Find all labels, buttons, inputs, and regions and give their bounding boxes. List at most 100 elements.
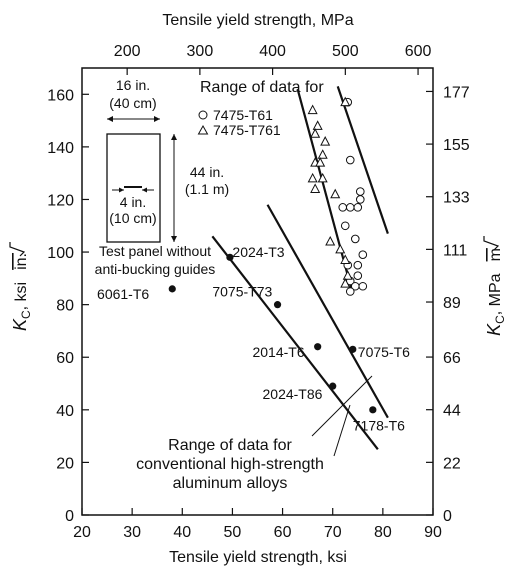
point-7475-t61 <box>358 281 368 291</box>
x2-tick-label: 600 <box>405 43 432 60</box>
point-label: 7178-T6 <box>353 418 405 434</box>
panel-height-metric-label: (1.1 m) <box>185 181 229 197</box>
y-axis-title-sub: C <box>19 310 33 319</box>
panel-width-arrow-left <box>107 116 113 122</box>
point-7475-t61 <box>355 187 365 196</box>
panel-caption-line2: anti-bucking guides <box>95 261 216 277</box>
point-7475-t61 <box>345 287 355 296</box>
y-tick-label: 160 <box>47 87 74 104</box>
panel-height-arrow-top <box>171 134 177 140</box>
point-7475-t61 <box>338 203 348 212</box>
y2-axis-title-unit: , MPa <box>487 273 504 315</box>
y2-tick-label: 22 <box>443 455 461 472</box>
point-7475-t61 <box>340 221 350 231</box>
y2-tick-label: 0 <box>443 508 452 525</box>
legend-marker-7475-t61 <box>198 110 208 120</box>
conventional-range-annotation: Range of data for conventional high-stre… <box>136 375 373 492</box>
point-7475-t61 <box>345 155 355 165</box>
point-label: 2024-T86 <box>263 386 323 402</box>
test-panel-inset: 16 in. (40 cm) 4 in. (10 cm) 44 in. (1.1… <box>95 77 229 277</box>
x-axis-title: Tensile yield strength, ksi <box>169 549 347 566</box>
y2-tick-label: 89 <box>443 295 461 312</box>
point-7475-t61 <box>353 271 363 281</box>
x-tick-label: 50 <box>224 524 242 541</box>
legend-title: Range of data for <box>200 79 324 96</box>
point-conventional-alloy <box>369 406 377 414</box>
y2-axis-title: KC, MPa m <box>483 236 507 336</box>
point-7475-t61 <box>355 195 365 204</box>
panel-height-label: 44 in. <box>190 164 224 180</box>
range-caption-line3: aluminum alloys <box>173 475 288 492</box>
y2-axis-title-root: m <box>487 248 504 261</box>
point-label: 7075-T73 <box>212 284 272 300</box>
point-conventional-alloy <box>226 253 234 261</box>
point-7475-t761 <box>312 120 323 130</box>
legend: Range of data for 7475-T61 7475-T761 <box>197 79 324 138</box>
test-panel <box>106 133 161 243</box>
range-line <box>211 235 379 450</box>
x2-tick-label: 200 <box>114 43 141 60</box>
x2-tick-label: 300 <box>187 43 214 60</box>
y-axis-title: KC, ksi in. <box>9 242 33 331</box>
point-label: 2024-T3 <box>232 244 284 260</box>
x-tick-label: 40 <box>173 524 191 541</box>
point-label: 2014-T6 <box>252 344 304 360</box>
point-conventional-alloy <box>314 343 322 351</box>
point-7475-t761 <box>340 96 351 107</box>
point-7475-t761 <box>315 157 326 167</box>
panel-height-arrow-bottom <box>171 236 177 242</box>
range-line <box>266 204 389 419</box>
x-tick-label: 60 <box>274 524 292 541</box>
panel-width-metric-label: (40 cm) <box>109 95 156 111</box>
x-tick-label: 90 <box>424 524 442 541</box>
y-tick-label: 60 <box>56 350 74 367</box>
x-tick-label: 30 <box>123 524 141 541</box>
y2-axis-title-sub: C <box>493 315 507 324</box>
y2-tick-label: 66 <box>443 350 461 367</box>
y2-tick-label: 155 <box>443 137 470 154</box>
point-label: 6061-T6 <box>97 286 149 302</box>
point-7475-t761 <box>325 235 336 246</box>
y2-tick-label: 133 <box>443 190 470 207</box>
y-tick-label: 40 <box>56 403 74 420</box>
point-7475-t761 <box>340 254 351 264</box>
y-axis-title-root: in. <box>13 253 30 270</box>
point-conventional-alloy <box>329 382 337 390</box>
point-7475-t761 <box>307 172 318 183</box>
y2-tick-label: 111 <box>443 242 467 259</box>
y-tick-label: 120 <box>47 192 74 209</box>
crack-arrow-right <box>142 187 147 193</box>
point-7475-t761 <box>320 136 331 146</box>
range-leader-line-2 <box>333 404 351 457</box>
y2-tick-label: 44 <box>443 403 461 420</box>
point-label: 7075-T6 <box>358 344 410 360</box>
point-7475-t761 <box>330 188 341 199</box>
svg-text:KC, ksiin.: KC, ksi in. <box>10 253 33 331</box>
point-conventional-alloy <box>273 301 282 309</box>
y-tick-label: 100 <box>47 245 74 262</box>
panel-caption-line1: Test panel without <box>99 243 211 259</box>
y-tick-label: 20 <box>56 455 74 472</box>
legend-label-7475-t61: 7475-T61 <box>213 107 273 123</box>
y2-axis-sqrt-sign <box>483 236 500 251</box>
panel-width-arrow-right <box>154 116 160 122</box>
legend-marker-7475-t761 <box>197 124 209 135</box>
point-7475-t761 <box>335 243 346 254</box>
range-caption-line1: Range of data for <box>168 437 292 454</box>
x2-tick-label: 500 <box>332 43 359 60</box>
point-7475-t761 <box>310 183 321 193</box>
y2-tick-label: 177 <box>443 84 470 101</box>
svg-text:KC, MPam: KC, MPa m <box>484 248 507 336</box>
data-points: 6061-T6 2024-T3 7075-T73 2014-T6 7075-T6 2024… <box>97 96 410 434</box>
x2-tick-label: 400 <box>259 43 286 60</box>
panel-width-label: 16 in. <box>116 77 150 93</box>
point-7475-t61 <box>358 250 368 259</box>
range-line <box>336 86 389 235</box>
range-leader-line-1 <box>311 375 373 437</box>
point-7475-t61 <box>353 203 363 212</box>
y-axis-sqrt-sign <box>9 242 26 257</box>
legend-label-7475-t761: 7475-T761 <box>213 122 281 138</box>
point-7475-t61 <box>345 203 355 212</box>
